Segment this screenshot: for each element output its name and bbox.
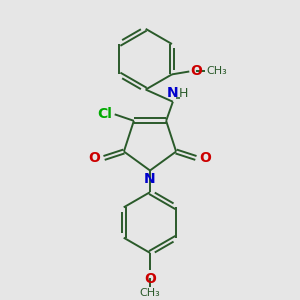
Text: O: O bbox=[200, 151, 211, 165]
Text: N: N bbox=[167, 86, 179, 100]
Text: CH₃: CH₃ bbox=[207, 67, 227, 76]
Text: N: N bbox=[144, 172, 156, 186]
Text: CH₃: CH₃ bbox=[140, 288, 160, 298]
Text: Cl: Cl bbox=[98, 107, 112, 121]
Text: O: O bbox=[144, 272, 156, 286]
Text: O: O bbox=[89, 151, 100, 165]
Text: O: O bbox=[191, 64, 203, 79]
Text: H: H bbox=[179, 87, 188, 100]
